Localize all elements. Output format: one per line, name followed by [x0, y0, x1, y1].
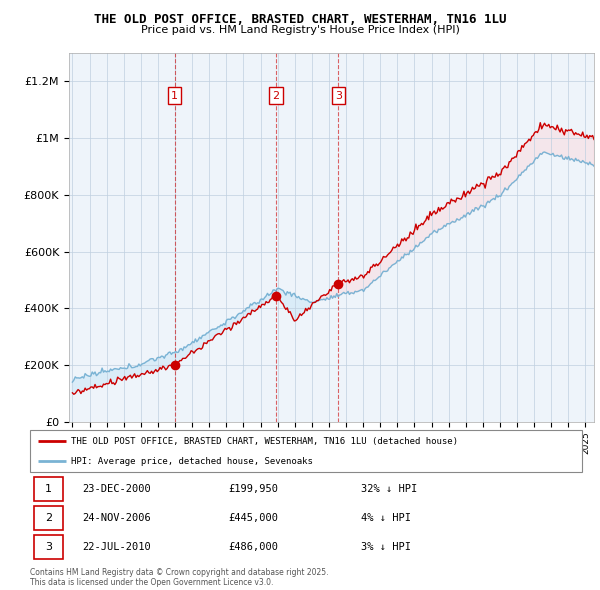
Text: 3: 3	[45, 542, 52, 552]
Text: 3% ↓ HPI: 3% ↓ HPI	[361, 542, 411, 552]
Text: 3: 3	[335, 91, 342, 101]
Text: Contains HM Land Registry data © Crown copyright and database right 2025.
This d: Contains HM Land Registry data © Crown c…	[30, 568, 329, 587]
Text: Price paid vs. HM Land Registry's House Price Index (HPI): Price paid vs. HM Land Registry's House …	[140, 25, 460, 35]
FancyBboxPatch shape	[30, 430, 582, 472]
Text: HPI: Average price, detached house, Sevenoaks: HPI: Average price, detached house, Seve…	[71, 457, 313, 466]
Text: 1: 1	[171, 91, 178, 101]
Text: 32% ↓ HPI: 32% ↓ HPI	[361, 484, 418, 494]
Text: 2: 2	[272, 91, 280, 101]
Text: 24-NOV-2006: 24-NOV-2006	[82, 513, 151, 523]
FancyBboxPatch shape	[34, 477, 63, 502]
Text: £486,000: £486,000	[229, 542, 279, 552]
Text: THE OLD POST OFFICE, BRASTED CHART, WESTERHAM, TN16 1LU: THE OLD POST OFFICE, BRASTED CHART, WEST…	[94, 13, 506, 26]
FancyBboxPatch shape	[34, 506, 63, 530]
Text: THE OLD POST OFFICE, BRASTED CHART, WESTERHAM, TN16 1LU (detached house): THE OLD POST OFFICE, BRASTED CHART, WEST…	[71, 437, 458, 446]
Text: 23-DEC-2000: 23-DEC-2000	[82, 484, 151, 494]
Text: £199,950: £199,950	[229, 484, 279, 494]
Text: 22-JUL-2010: 22-JUL-2010	[82, 542, 151, 552]
Text: 2: 2	[45, 513, 52, 523]
Text: 1: 1	[45, 484, 52, 494]
Text: £445,000: £445,000	[229, 513, 279, 523]
Text: 4% ↓ HPI: 4% ↓ HPI	[361, 513, 411, 523]
FancyBboxPatch shape	[34, 535, 63, 559]
